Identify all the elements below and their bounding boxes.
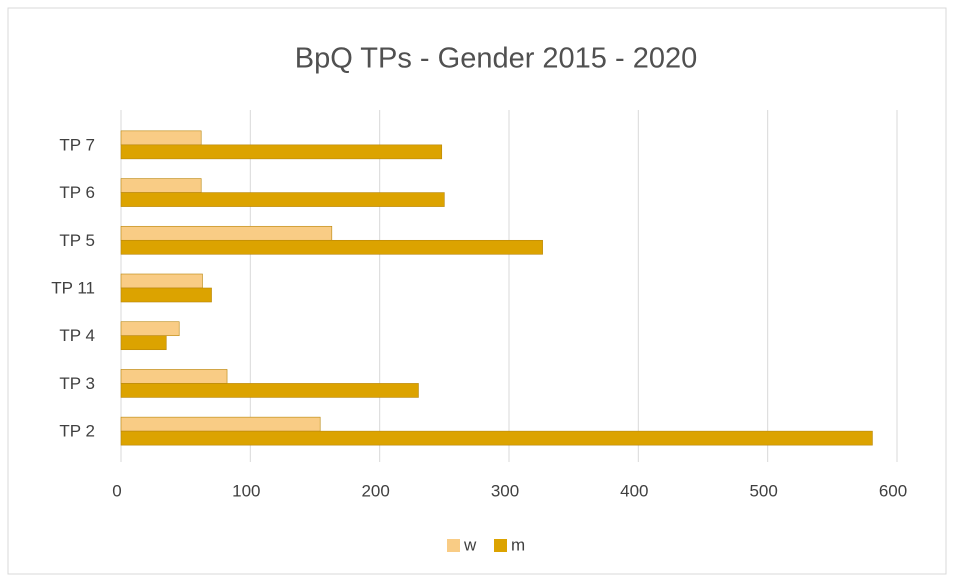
x-tick-label: 300 <box>491 481 519 500</box>
legend-swatch <box>447 539 460 552</box>
bar <box>120 192 445 207</box>
bar <box>120 273 203 289</box>
x-tick-label: 200 <box>361 481 389 500</box>
y-tick-label: TP 7 <box>59 135 95 154</box>
bar <box>120 335 167 351</box>
x-tick-label: 500 <box>749 481 777 500</box>
chart-title: BpQ TPs - Gender 2015 - 2020 <box>295 43 697 75</box>
y-tick-label: TP 11 <box>51 278 95 297</box>
x-tick-label: 400 <box>620 481 648 500</box>
bar <box>120 430 873 446</box>
bar <box>120 178 202 193</box>
bar <box>120 144 443 160</box>
bar <box>120 130 202 146</box>
bar <box>120 239 543 255</box>
legend-label: m <box>511 535 525 554</box>
y-tick-label: TP 3 <box>59 374 95 393</box>
y-tick-label: TP 2 <box>59 422 95 441</box>
bar <box>120 369 228 384</box>
legend-swatch <box>494 539 507 552</box>
bar <box>120 287 212 303</box>
x-tick-label: 600 <box>879 481 907 500</box>
y-tick-label: TP 4 <box>59 326 95 345</box>
y-tick-label: TP 5 <box>59 231 95 250</box>
y-tick-label: TP 6 <box>59 183 95 202</box>
bar <box>120 225 333 241</box>
legend-label: w <box>463 535 477 554</box>
bar <box>120 416 321 432</box>
bar <box>120 383 419 398</box>
bar <box>120 321 180 337</box>
x-tick-label: 100 <box>232 481 260 500</box>
x-tick-label: 0 <box>112 481 121 500</box>
